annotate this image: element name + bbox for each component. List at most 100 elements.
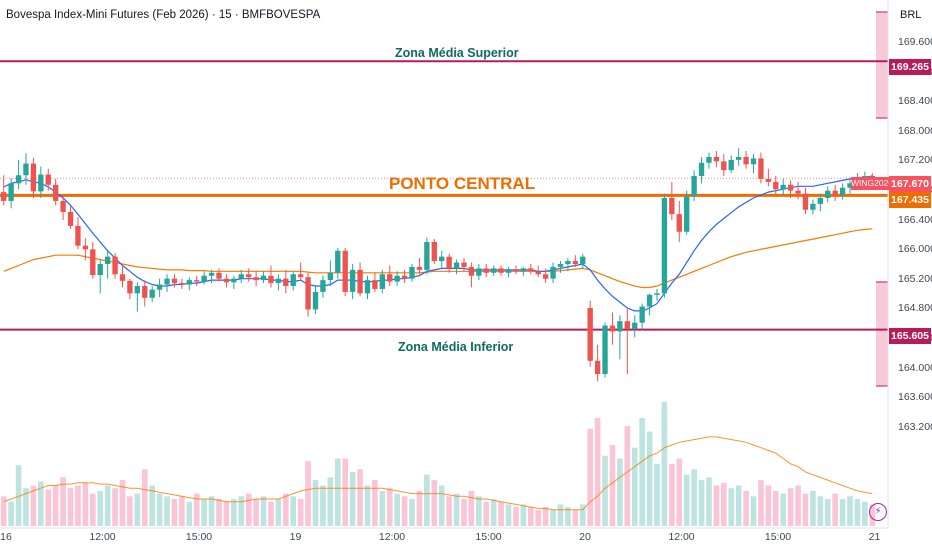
volume-bars [0, 401, 876, 526]
volume-bar [52, 485, 59, 526]
volume-bar [275, 499, 282, 526]
price-tick-label: 168.000 [898, 124, 932, 137]
price-tick-label: 166.400 [898, 213, 932, 226]
candle-body [491, 268, 497, 273]
volume-bar [624, 426, 631, 526]
lower-zone-range-highlight [876, 282, 888, 386]
candle-body [862, 176, 868, 178]
volume-bar [542, 507, 549, 526]
volume-bar [476, 496, 482, 526]
volume-bar [327, 477, 334, 526]
candle-body [290, 274, 296, 286]
volume-bar [149, 485, 156, 526]
volume-bar [550, 509, 556, 526]
candle-body [201, 275, 207, 282]
volume-bar [706, 477, 712, 526]
volume-bar [498, 501, 504, 526]
volume-bar [320, 485, 326, 526]
candle-body [431, 242, 437, 262]
price-tick-label: 168.400 [898, 95, 932, 108]
current-price-badge: 167.670 [889, 176, 931, 192]
volume-bar [253, 499, 259, 526]
candle-body [149, 289, 155, 298]
volume-bar [23, 488, 29, 526]
candle-body [231, 278, 237, 283]
candle-body [379, 274, 385, 289]
symbol-badge: WING2026 [851, 177, 894, 190]
candle-body [8, 183, 14, 201]
volume-bar [386, 488, 393, 526]
time-tick-label: 15:00 [475, 531, 502, 543]
candle-body [223, 278, 230, 283]
candle-body [632, 322, 638, 329]
candle-body [802, 193, 809, 210]
volume-bar [290, 496, 297, 526]
candle-body [171, 278, 178, 284]
volume-bar [89, 493, 96, 526]
volume-bar [520, 504, 527, 526]
volume-bar [208, 496, 215, 526]
time-tick-label: 12:00 [668, 531, 695, 543]
volume-bar [82, 482, 89, 526]
candle-body [112, 256, 118, 275]
candle-body [839, 187, 846, 196]
volume-bar [401, 496, 408, 526]
candle-body [609, 325, 616, 332]
volume-bar [141, 469, 148, 526]
fast-moving-average-line [3, 175, 873, 312]
volume-bar [683, 474, 690, 526]
candle-body [439, 256, 445, 262]
candle-body [268, 275, 274, 284]
candle-body [624, 321, 630, 329]
candle-body [706, 156, 712, 163]
lightning-icon[interactable]: ⚡ [869, 503, 887, 521]
volume-bar [720, 482, 727, 526]
volume-bar [787, 488, 794, 526]
volume-bar [416, 490, 423, 526]
time-tick-label: 19 [289, 531, 302, 543]
candle-body [416, 266, 423, 270]
candle-body [283, 278, 289, 286]
volume-bar [468, 490, 475, 526]
candle-body [119, 274, 126, 281]
candle-body [357, 269, 363, 294]
volume-bar [112, 488, 118, 526]
currency-label[interactable]: BRL [900, 9, 922, 21]
volume-bar [557, 504, 564, 526]
volume-bar [631, 447, 638, 526]
volume-bar [713, 485, 720, 526]
volume-bar [795, 485, 801, 526]
horizontal-levels[interactable] [0, 60, 888, 331]
volume-bar [260, 496, 267, 526]
candle-body [45, 174, 51, 185]
volume-bar [201, 499, 207, 526]
candle-body [327, 272, 334, 281]
volume-bar [164, 496, 170, 526]
volume-bar [490, 499, 497, 526]
candle-body [75, 225, 81, 246]
volume-bar [0, 496, 7, 526]
candle-body [646, 294, 653, 307]
volume-bar [513, 507, 519, 526]
candle-body [186, 280, 192, 285]
candle-body [780, 184, 786, 190]
volume-bar [394, 493, 400, 526]
price-tick-label: 169.600 [898, 36, 932, 48]
candle-body [825, 190, 831, 198]
volume-bar [364, 485, 371, 526]
volume-bar [186, 501, 193, 526]
volume-bar [535, 509, 542, 526]
candle-body [550, 266, 556, 279]
candle-body [401, 275, 408, 279]
time-tick-label: 20 [579, 531, 591, 543]
volume-bar [735, 485, 742, 526]
volume-bar [780, 493, 787, 526]
candle-body [765, 178, 772, 182]
candle-body [97, 264, 103, 275]
volume-bar [839, 499, 846, 526]
volume-bar [654, 463, 660, 526]
candle-body [342, 250, 348, 292]
candle-body [216, 272, 222, 279]
volume-bar [431, 480, 438, 526]
